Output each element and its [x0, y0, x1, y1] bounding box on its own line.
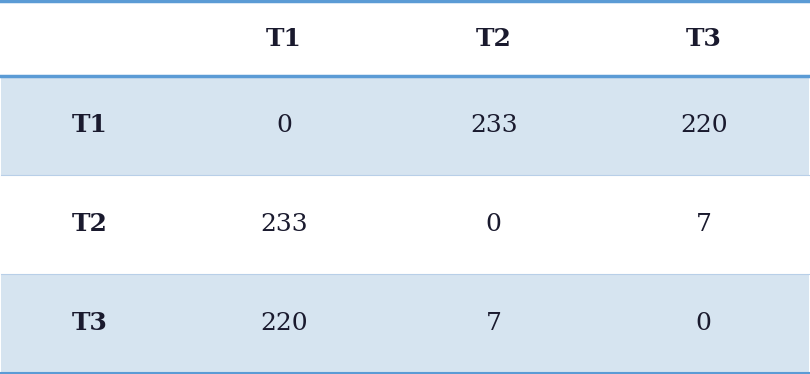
Bar	[2, 76, 808, 175]
Text: T1: T1	[72, 113, 108, 137]
Text: 0: 0	[486, 213, 501, 236]
Text: T1: T1	[266, 27, 302, 50]
Text: T3: T3	[686, 27, 722, 50]
Text: 0: 0	[696, 312, 712, 335]
Text: T2: T2	[475, 27, 512, 50]
Text: T3: T3	[72, 311, 108, 335]
Text: 220: 220	[680, 114, 727, 137]
Bar	[2, 274, 808, 373]
Text: 7: 7	[486, 312, 501, 335]
Text: 0: 0	[276, 114, 292, 137]
Text: 7: 7	[696, 213, 712, 236]
Text: 233: 233	[470, 114, 518, 137]
Bar	[2, 175, 808, 274]
Text: 220: 220	[260, 312, 308, 335]
Text: T2: T2	[72, 212, 108, 236]
Text: 233: 233	[260, 213, 308, 236]
Bar	[2, 1, 808, 76]
